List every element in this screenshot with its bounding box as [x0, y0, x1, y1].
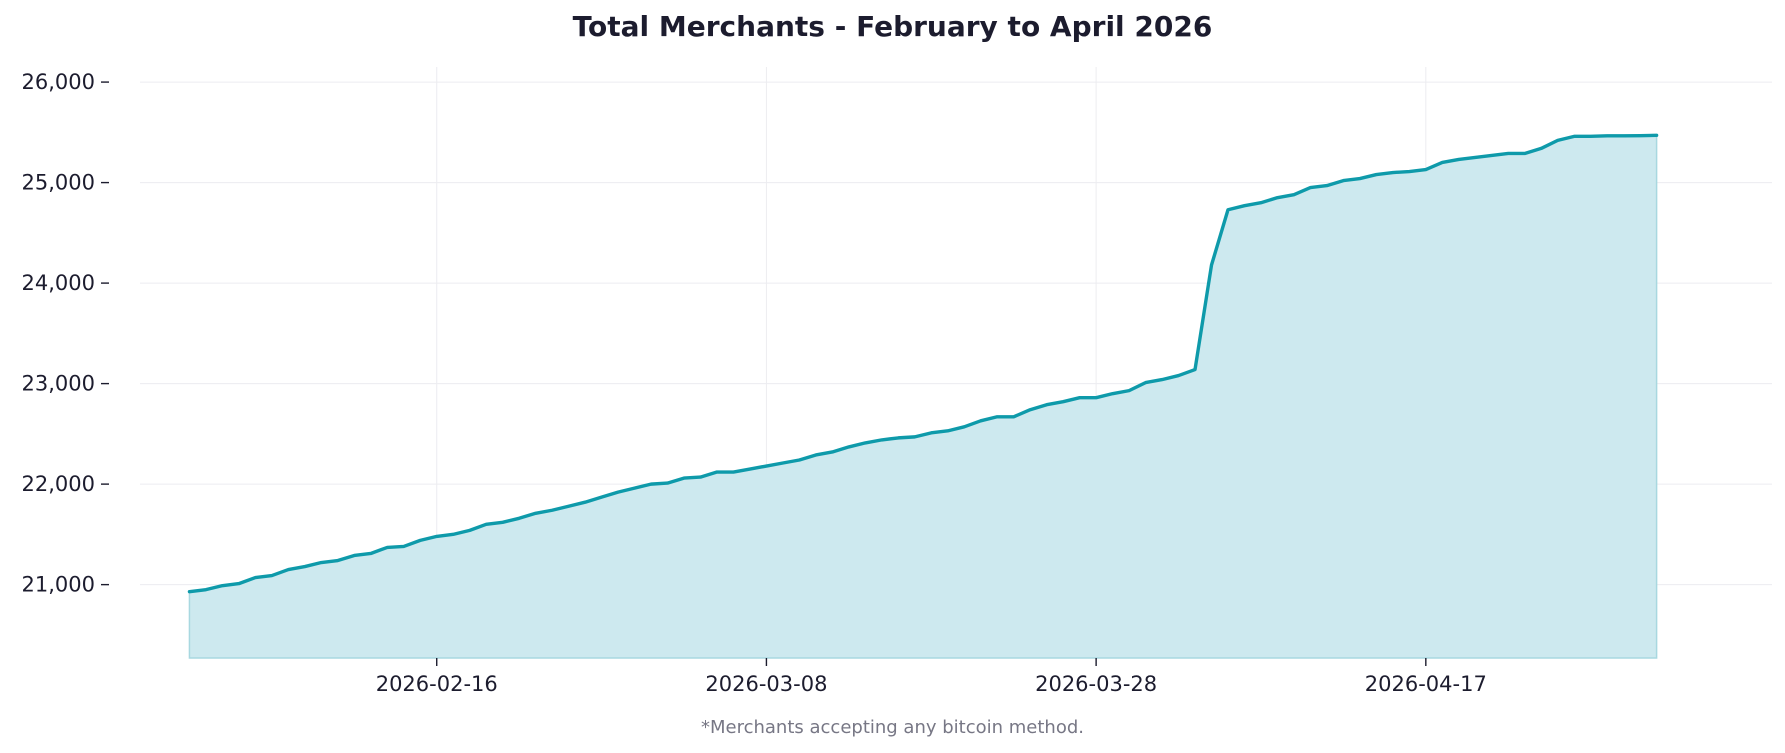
x-tick-label: 2026-04-17	[1365, 672, 1487, 696]
chart-title: Total Merchants - February to April 2026	[572, 10, 1213, 43]
x-tick-label: 2026-03-08	[705, 672, 827, 696]
y-tick-label: 22,000	[22, 472, 95, 496]
y-tick-label: 26,000	[22, 70, 95, 94]
x-tick-label: 2026-02-16	[376, 672, 498, 696]
x-tick-label: 2026-03-28	[1035, 672, 1157, 696]
y-axis: 21,000 22,000 23,000 24,000 25,000 26,000	[22, 70, 109, 597]
y-tick-label: 25,000	[22, 171, 95, 195]
x-axis: 2026-02-16 2026-03-08 2026-03-28 2026-04-17	[376, 658, 1487, 696]
area-fill	[188, 134, 1658, 659]
y-tick-label: 21,000	[22, 573, 95, 597]
chart-footnote: *Merchants accepting any bitcoin method.	[700, 717, 1085, 738]
y-tick-label: 23,000	[22, 372, 95, 396]
y-tick-label: 24,000	[22, 271, 95, 295]
series-line	[187, 133, 1659, 594]
